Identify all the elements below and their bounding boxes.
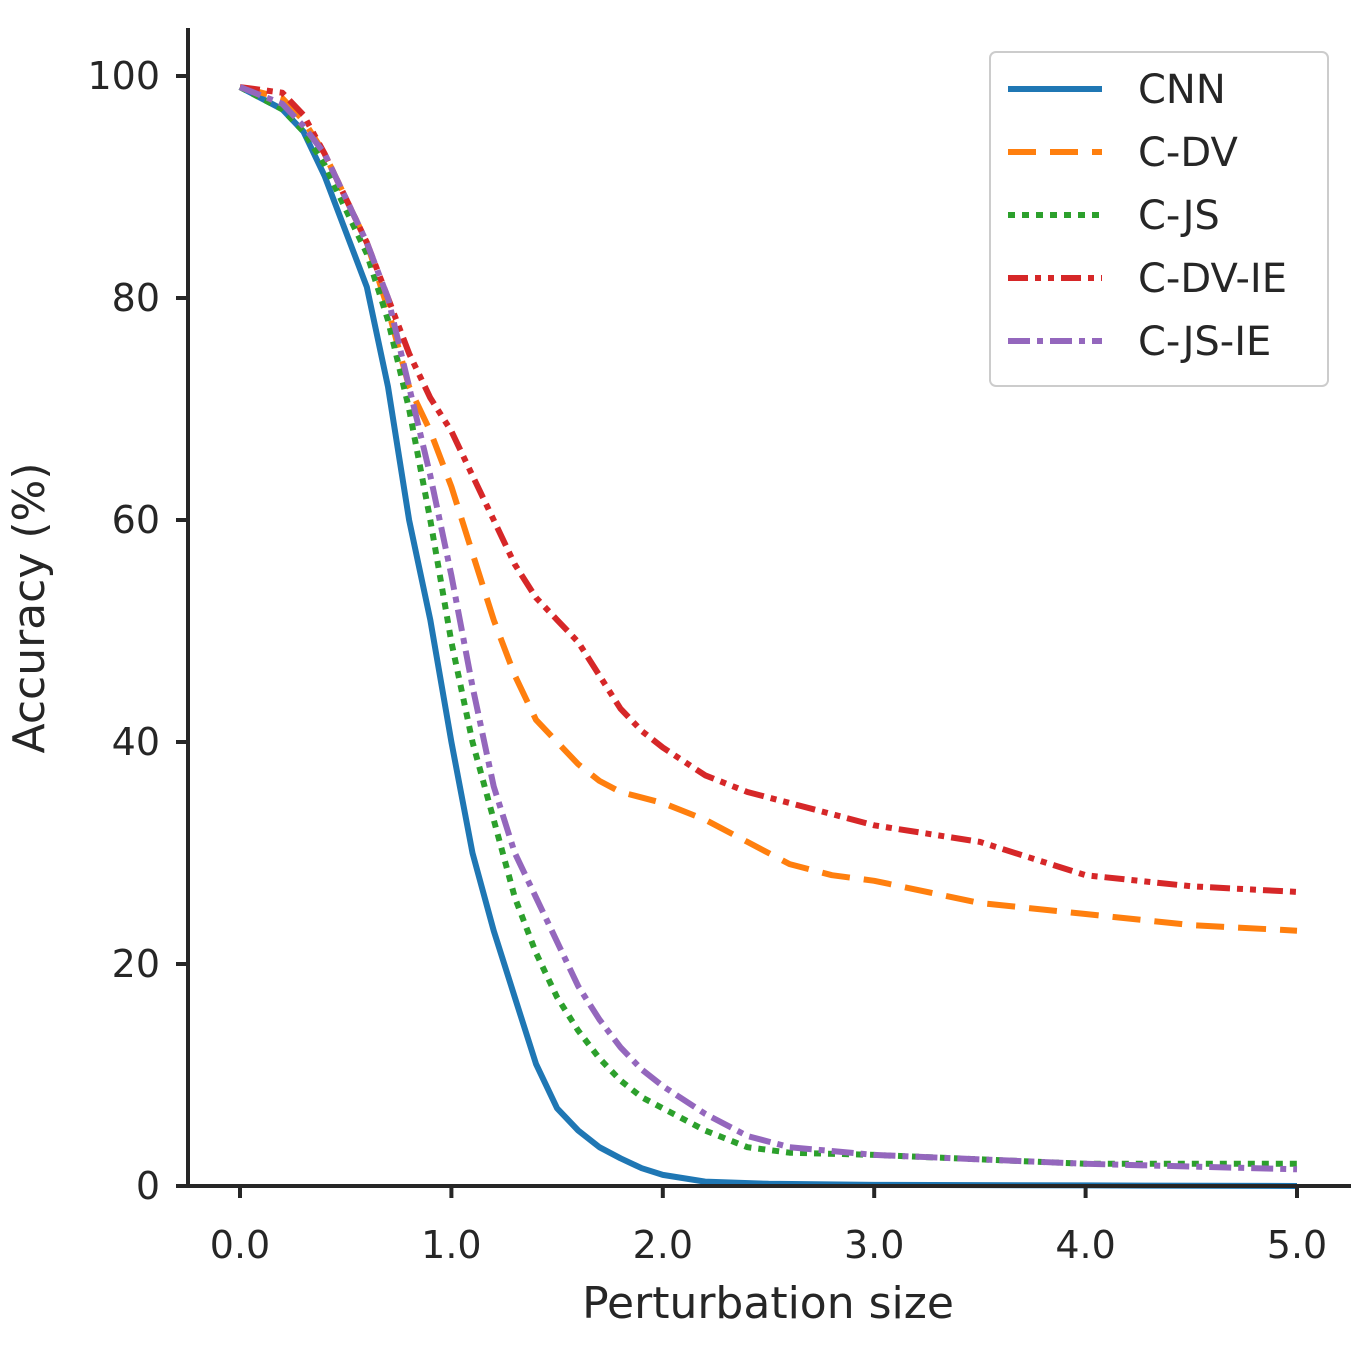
axes-layer bbox=[186, 28, 1351, 1188]
y-axis-title: Accuracy (%) bbox=[4, 462, 55, 753]
tick-layer: 0.0 1.0 2.0 3.0 4.0 5.0 0 20 40 60 80 100 bbox=[87, 54, 1327, 1267]
x-tick-label: 3.0 bbox=[844, 1223, 904, 1267]
x-tick-label: 1.0 bbox=[421, 1223, 481, 1267]
y-tick-label: 60 bbox=[112, 498, 160, 542]
legend-item-c-dv: C-DV bbox=[1008, 130, 1238, 176]
y-tick-label: 20 bbox=[112, 942, 160, 986]
legend: CNN C-DV C-JS C-DV-IE C-JS-IE bbox=[989, 51, 1329, 387]
series-layer bbox=[238, 84, 1298, 1189]
y-tick-label: 100 bbox=[87, 54, 160, 98]
legend-label: CNN bbox=[1138, 67, 1226, 113]
series-line-cnn bbox=[238, 84, 1298, 1189]
x-tick-label: 4.0 bbox=[1055, 1223, 1115, 1267]
legend-frame bbox=[989, 51, 1329, 387]
legend-label: C-DV-IE bbox=[1138, 256, 1287, 302]
legend-label: C-JS bbox=[1138, 193, 1220, 239]
series-line-c-js-ie bbox=[238, 84, 1298, 1173]
legend-item-cnn: CNN bbox=[1008, 67, 1226, 113]
x-tick-label: 2.0 bbox=[633, 1223, 693, 1267]
x-axis-title: Perturbation size bbox=[582, 1278, 954, 1329]
y-tick-label: 0 bbox=[136, 1164, 160, 1208]
legend-item-c-dv-ie: C-DV-IE bbox=[1008, 256, 1287, 302]
legend-label: C-JS-IE bbox=[1138, 319, 1271, 365]
x-tick-label: 5.0 bbox=[1267, 1223, 1327, 1267]
legend-item-c-js: C-JS bbox=[1008, 193, 1220, 239]
legend-label: C-DV bbox=[1138, 130, 1238, 176]
y-tick-label: 80 bbox=[112, 276, 160, 320]
legend-item-c-js-ie: C-JS-IE bbox=[1008, 319, 1271, 365]
series-line-c-dv-ie bbox=[239, 84, 1298, 895]
y-tick-label: 40 bbox=[112, 720, 160, 764]
x-tick-label: 0.0 bbox=[210, 1223, 270, 1267]
